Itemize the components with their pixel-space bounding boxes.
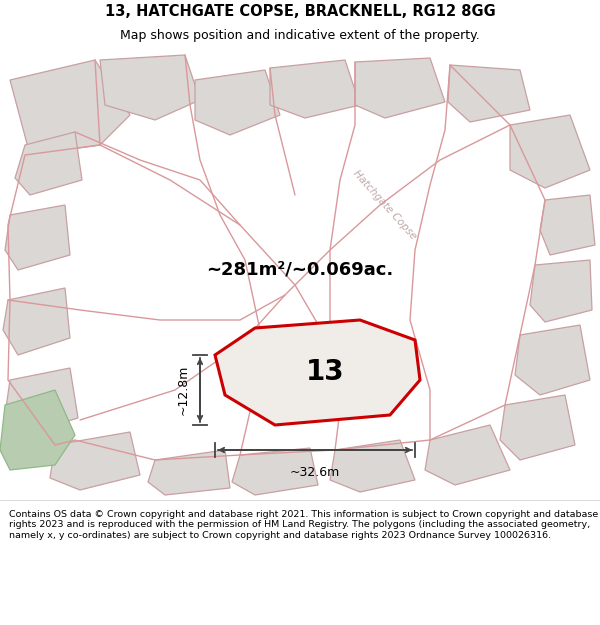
Polygon shape — [148, 450, 230, 495]
Polygon shape — [448, 65, 530, 122]
Polygon shape — [195, 70, 280, 135]
Text: ~12.8m: ~12.8m — [177, 365, 190, 415]
Polygon shape — [425, 425, 510, 485]
Polygon shape — [5, 205, 70, 270]
Polygon shape — [5, 368, 78, 435]
Polygon shape — [0, 390, 75, 470]
Polygon shape — [515, 325, 590, 395]
Polygon shape — [500, 395, 575, 460]
Polygon shape — [355, 58, 445, 118]
Polygon shape — [100, 55, 200, 120]
Polygon shape — [50, 432, 140, 490]
Text: Contains OS data © Crown copyright and database right 2021. This information is : Contains OS data © Crown copyright and d… — [9, 510, 598, 540]
Text: ~32.6m: ~32.6m — [290, 466, 340, 479]
Polygon shape — [3, 288, 70, 355]
Text: 13, HATCHGATE COPSE, BRACKNELL, RG12 8GG: 13, HATCHGATE COPSE, BRACKNELL, RG12 8GG — [104, 4, 496, 19]
Polygon shape — [540, 195, 595, 255]
Text: ~281m²/~0.069ac.: ~281m²/~0.069ac. — [206, 261, 394, 279]
Text: Map shows position and indicative extent of the property.: Map shows position and indicative extent… — [120, 29, 480, 42]
Polygon shape — [232, 448, 318, 495]
Polygon shape — [510, 115, 590, 188]
Polygon shape — [530, 260, 592, 322]
Polygon shape — [330, 440, 415, 492]
Text: 13: 13 — [305, 358, 344, 386]
Polygon shape — [270, 60, 360, 118]
Polygon shape — [215, 320, 420, 425]
Polygon shape — [10, 60, 130, 155]
Polygon shape — [15, 132, 82, 195]
Text: Hatchgate Copse: Hatchgate Copse — [352, 169, 419, 241]
